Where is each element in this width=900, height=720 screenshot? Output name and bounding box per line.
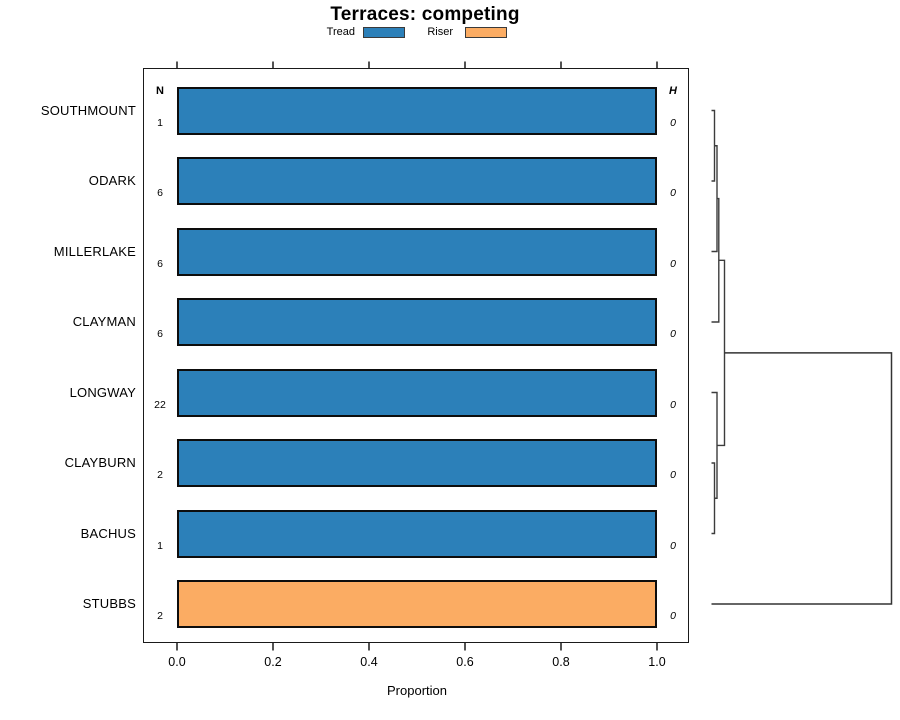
x-tick-label: 0.8 — [552, 655, 570, 669]
x-tick-label: 1.0 — [648, 655, 666, 669]
x-axis-ticks-top — [176, 61, 658, 69]
bar-row: LONGWAY 22 0 — [0, 368, 900, 417]
bar-row: BACHUS 1 0 — [0, 509, 900, 558]
bar-row: MILLERLAKE 6 0 — [0, 227, 900, 276]
category-label: BACHUS — [80, 525, 136, 541]
bar-row: CLAYBURN 2 0 — [0, 439, 900, 487]
n-column-header: N — [156, 85, 164, 97]
x-tick-label: 0.4 — [360, 655, 378, 669]
category-label: CLAYBURN — [64, 455, 136, 470]
x-axis-ticks-bottom — [176, 643, 658, 651]
proportion-bar — [177, 368, 657, 417]
dendrogram-merge-clayman — [711, 197, 720, 323]
h-value: 0 — [670, 328, 676, 340]
h-value: 0 — [670, 469, 676, 481]
h-value: 0 — [670, 398, 676, 411]
chart-title: Terraces: competing — [330, 4, 520, 25]
h-value: 0 — [670, 539, 676, 552]
n-value: 2 — [157, 610, 163, 622]
legend-swatch-tread — [363, 27, 405, 38]
legend-swatch-riser — [465, 27, 507, 38]
x-tick-label: 0.6 — [456, 655, 474, 669]
dendrogram-merge-clayburn-bachus — [711, 462, 716, 535]
category-label: LONGWAY — [69, 384, 136, 400]
n-value: 6 — [157, 328, 163, 340]
bar-row: SOUTHMOUNT 1 0 — [0, 86, 900, 135]
n-value: 1 — [157, 539, 163, 552]
x-tick-label: 0.2 — [264, 655, 282, 669]
proportion-bar — [177, 157, 657, 205]
x-axis-title: Proportion — [387, 683, 447, 698]
plot-border — [143, 68, 689, 643]
n-value: 1 — [157, 116, 163, 129]
bar-row: STUBBS 2 0 — [0, 580, 900, 628]
category-label: ODARK — [88, 173, 136, 188]
h-value: 0 — [670, 257, 676, 270]
dendrogram-merge-southmount-odark — [711, 109, 716, 182]
h-column-header: H — [669, 85, 677, 97]
category-label: CLAYMAN — [72, 314, 136, 329]
h-value: 0 — [670, 610, 676, 622]
legend-label-riser: Riser — [427, 26, 453, 38]
n-value: 6 — [157, 257, 163, 270]
proportion-bar — [177, 298, 657, 346]
proportion-bar — [177, 227, 657, 276]
proportion-bar — [177, 509, 657, 558]
dendrogram-root-merge-stubbs — [711, 352, 893, 605]
category-label: STUBBS — [82, 596, 136, 611]
proportion-bar — [177, 439, 657, 487]
proportion-bar — [177, 580, 657, 628]
x-tick-label: 0.0 — [168, 655, 186, 669]
category-label: SOUTHMOUNT — [40, 102, 136, 118]
h-value: 0 — [670, 187, 676, 199]
bar-row: CLAYMAN 6 0 — [0, 298, 900, 346]
n-value: 6 — [157, 187, 163, 199]
bar-row: ODARK 6 0 — [0, 157, 900, 205]
proportion-bar — [177, 86, 657, 135]
n-value: 2 — [157, 469, 163, 481]
legend-label-tread: Tread — [326, 26, 355, 38]
n-value: 22 — [154, 398, 166, 411]
h-value: 0 — [670, 116, 676, 129]
category-label: MILLERLAKE — [53, 243, 136, 259]
